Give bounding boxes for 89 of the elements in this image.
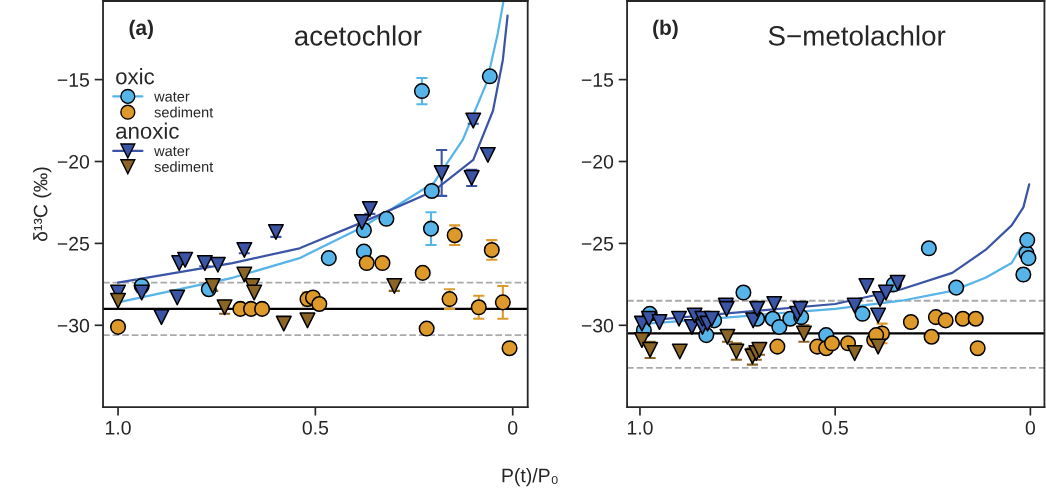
point <box>494 294 511 311</box>
point <box>246 284 263 301</box>
x-tick-label: 1.0 <box>106 420 131 435</box>
point <box>361 200 378 218</box>
point <box>937 312 954 329</box>
point <box>254 300 271 317</box>
point <box>209 256 226 273</box>
point <box>920 240 937 257</box>
point <box>358 255 375 272</box>
legend-label: water <box>154 92 190 102</box>
point <box>423 182 440 200</box>
point <box>1019 232 1036 249</box>
point <box>1015 266 1032 283</box>
point <box>320 250 337 267</box>
point <box>1020 250 1037 267</box>
point <box>378 210 395 227</box>
point <box>470 299 487 316</box>
annotation: (a) <box>129 19 153 40</box>
point <box>751 341 768 358</box>
point <box>902 313 919 331</box>
point <box>153 309 170 326</box>
point <box>671 343 688 360</box>
point <box>299 312 316 329</box>
point <box>854 305 871 322</box>
x-tick-label: 1.0 <box>627 420 653 435</box>
point <box>846 345 863 362</box>
point <box>771 318 788 335</box>
point <box>923 328 940 345</box>
point <box>109 318 127 335</box>
point <box>640 310 657 327</box>
text: acetochlor <box>294 25 422 46</box>
point <box>236 266 253 283</box>
legend-label: sediment <box>154 106 214 118</box>
x-axis-title: P(t)/P₀ <box>502 468 558 487</box>
point <box>870 307 887 324</box>
point <box>633 331 650 349</box>
legend-label: water <box>154 146 190 157</box>
y-axis-title: δ¹³C (‰) <box>33 167 52 242</box>
x-tick-label: 0.5 <box>822 420 848 435</box>
annotation: anoxic <box>116 122 179 139</box>
x-tick-label: 0.5 <box>302 420 329 435</box>
point <box>651 313 668 331</box>
point <box>889 274 906 291</box>
point <box>766 295 783 313</box>
point <box>418 320 435 337</box>
point <box>169 289 186 306</box>
point <box>374 255 391 272</box>
point <box>311 295 328 313</box>
annotation: (b) <box>653 19 678 40</box>
point <box>204 277 221 295</box>
point <box>501 340 518 357</box>
point <box>846 297 863 314</box>
point <box>735 284 752 301</box>
point <box>877 284 894 301</box>
y-tick-label: −25 <box>581 236 614 251</box>
text: S−metolachlor <box>768 25 946 46</box>
point <box>353 214 370 231</box>
point <box>433 164 450 182</box>
point <box>670 310 688 327</box>
point <box>109 292 127 309</box>
point <box>948 279 965 296</box>
point <box>969 340 986 357</box>
y-tick-label: −15 <box>57 73 90 87</box>
x-tick-label: 0 <box>508 420 518 435</box>
point <box>275 315 292 332</box>
y-tick-label: −30 <box>581 318 614 333</box>
point <box>386 277 403 295</box>
y-tick-label: −20 <box>57 154 90 169</box>
point <box>422 220 440 237</box>
y-tick-label: −25 <box>57 236 90 251</box>
point <box>858 277 875 295</box>
y-tick-label: −30 <box>57 318 90 333</box>
point <box>870 338 887 355</box>
point <box>749 300 766 317</box>
point <box>267 223 284 240</box>
annotation: oxic <box>116 68 155 85</box>
y-tick-label: −20 <box>581 154 614 169</box>
point <box>177 251 194 268</box>
point <box>769 338 786 355</box>
point <box>967 310 984 327</box>
point <box>413 83 430 100</box>
legend-label: sediment <box>154 161 214 172</box>
point <box>792 300 809 317</box>
y-tick-label: −15 <box>581 73 614 87</box>
point <box>823 335 841 352</box>
point <box>954 310 971 327</box>
x-tick-label: 0 <box>1025 420 1036 435</box>
point <box>479 146 496 163</box>
point <box>414 264 431 281</box>
